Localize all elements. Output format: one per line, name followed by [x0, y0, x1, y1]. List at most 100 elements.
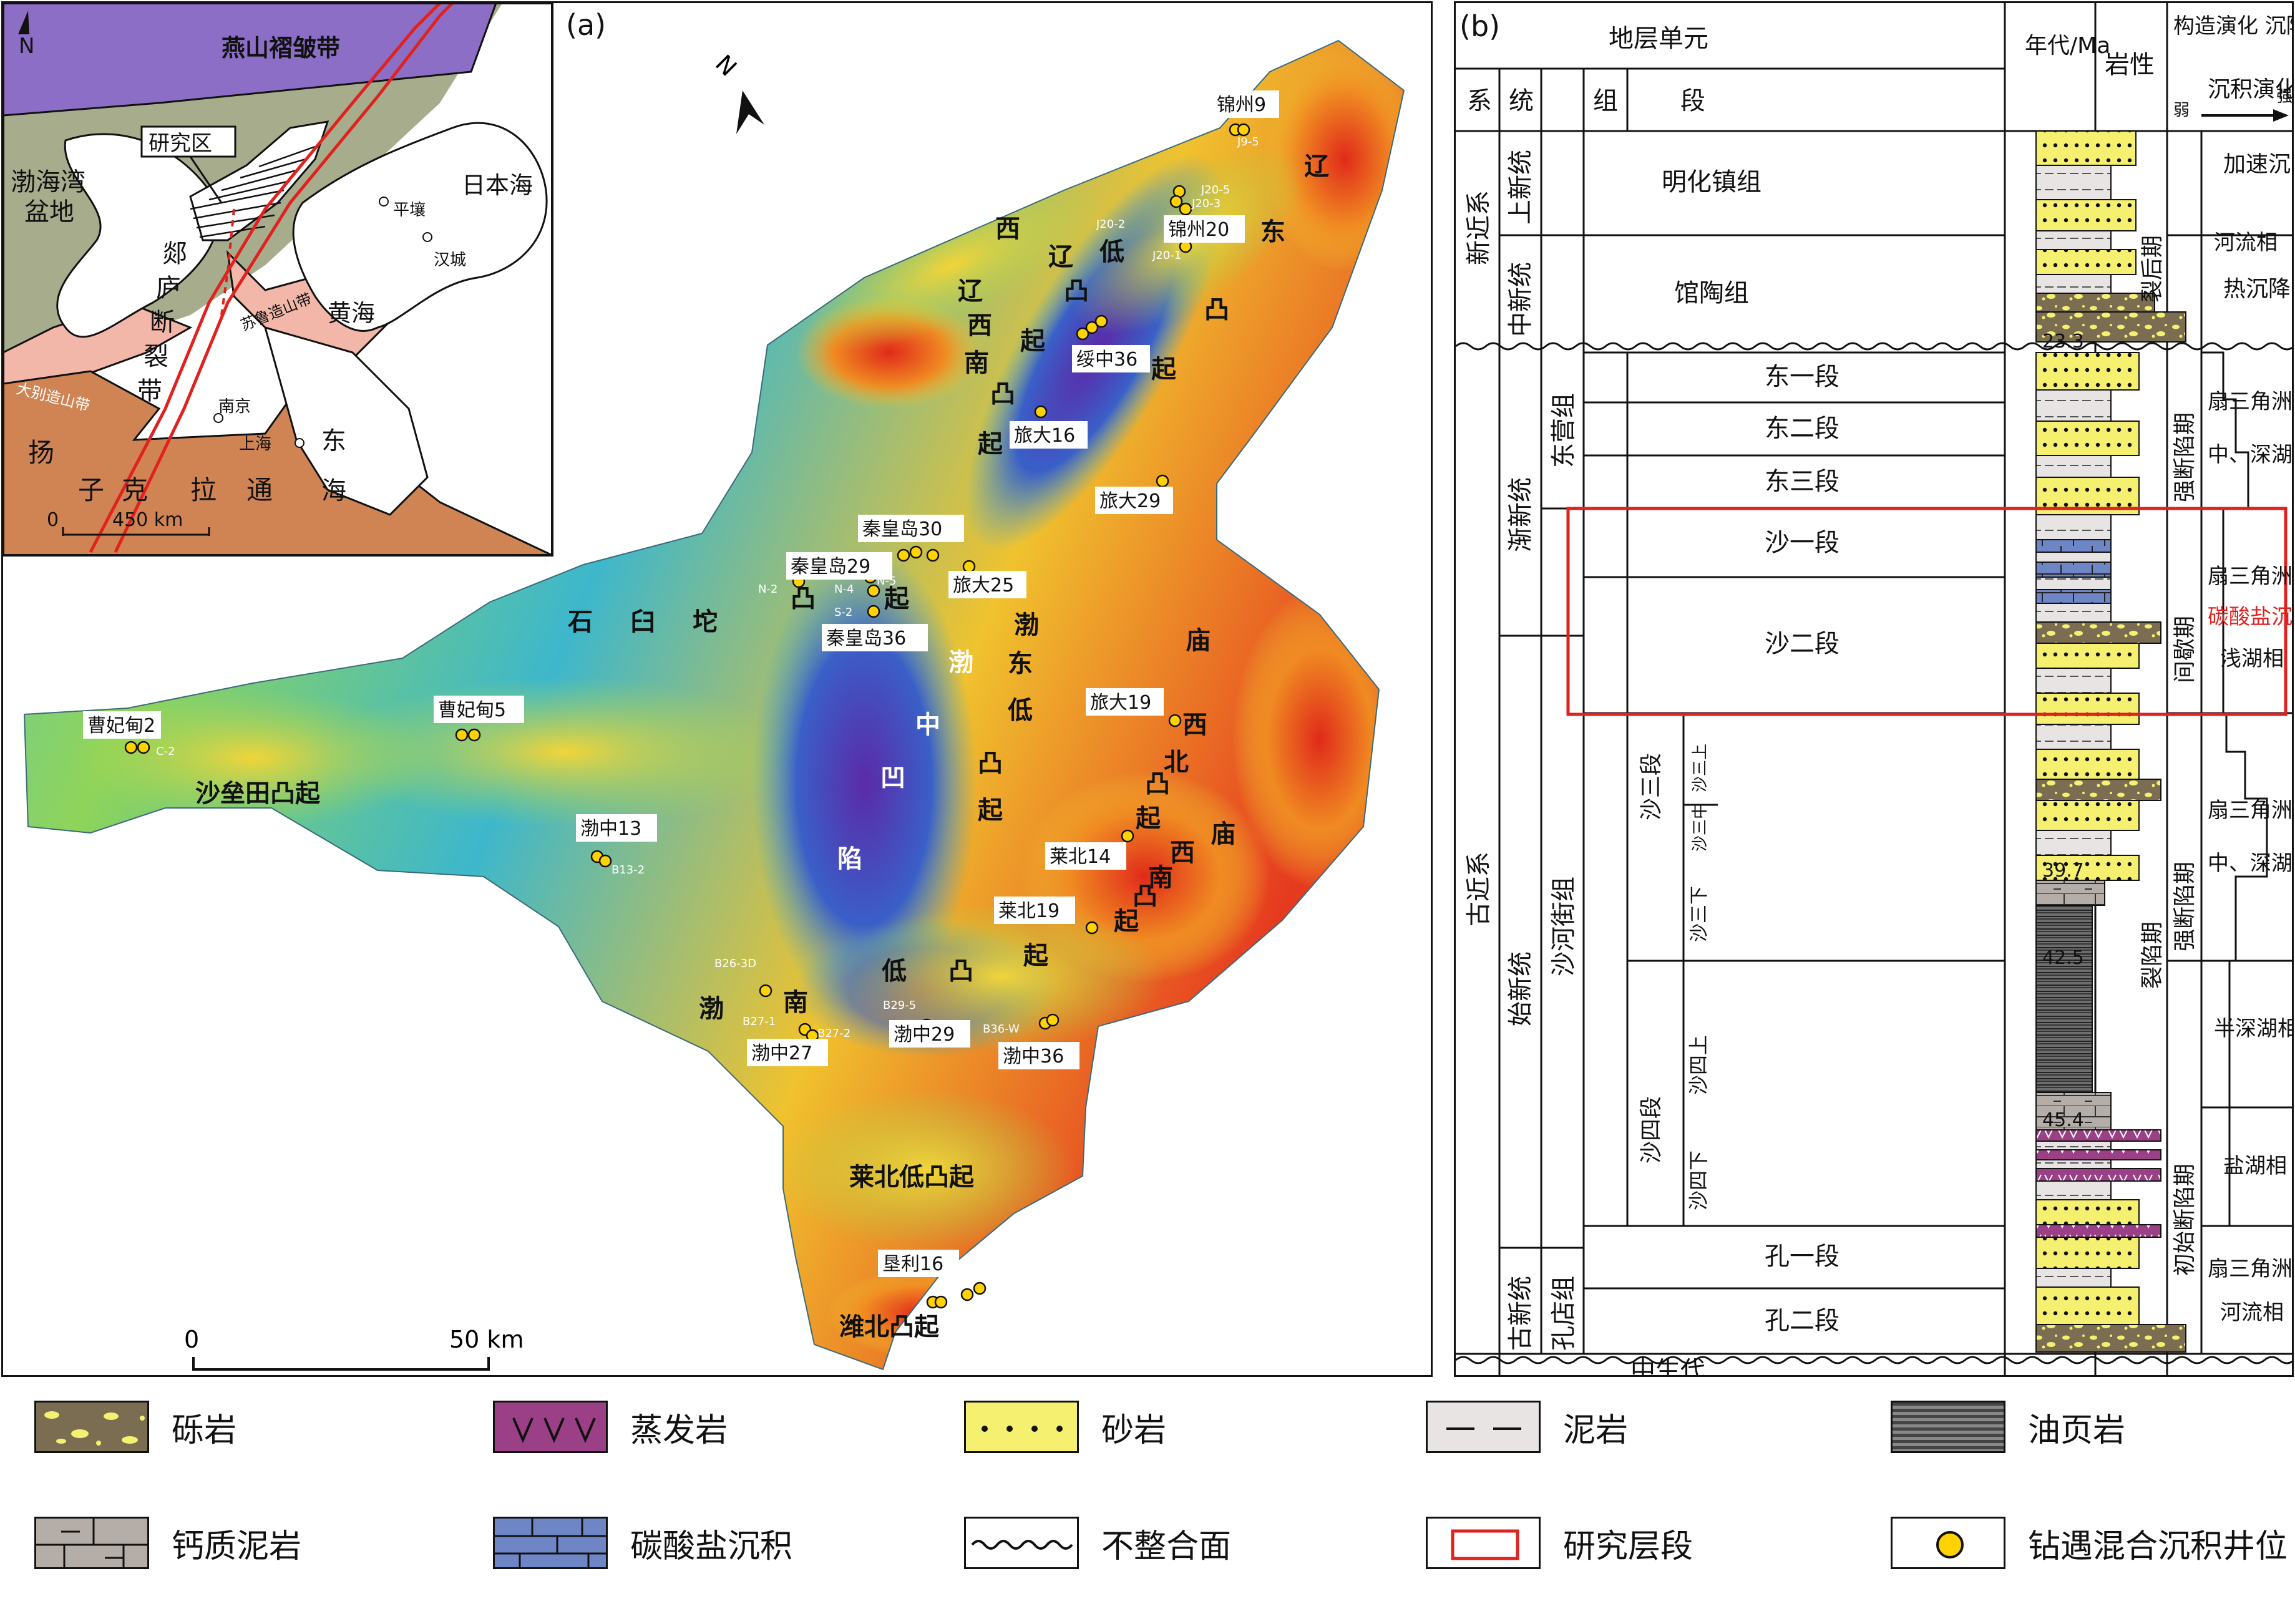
well-label-qhd29[interactable]: 秦皇岛29: [786, 552, 892, 580]
well-label-jz20[interactable]: 锦州20: [1164, 215, 1245, 243]
well-dot[interactable]: [1085, 321, 1099, 334]
inset-shanghai: 上海: [239, 435, 271, 454]
member-dong2: 东二段: [1765, 414, 1839, 443]
label-bozhong-4: 陷: [837, 845, 862, 873]
well-dot[interactable]: [124, 741, 138, 754]
label-miaoxinan-4: 凸: [1133, 882, 1157, 911]
inset-nanjing: 南京: [218, 397, 251, 416]
well-dot[interactable]: [926, 548, 940, 562]
unconformity-line: [1455, 1356, 2295, 1364]
well-dot[interactable]: [598, 854, 612, 868]
well-dot[interactable]: [1168, 714, 1182, 727]
well-label-lb14[interactable]: 莱北14: [1045, 842, 1126, 870]
label-liaoxinan-4: 凸: [990, 380, 1015, 409]
map-scale-bar: 0 50 km: [184, 1326, 524, 1371]
well-dot[interactable]: [960, 1288, 974, 1301]
well-name: 绥中36: [1076, 349, 1138, 371]
well-dot[interactable]: [1046, 1013, 1060, 1027]
well-dot[interactable]: [867, 605, 880, 618]
well-dot[interactable]: [909, 545, 923, 559]
well-label-ld29[interactable]: 旅大29: [1095, 487, 1173, 514]
system-neogene: 新近系: [1464, 190, 1493, 265]
well-dot[interactable]: [1085, 921, 1099, 935]
well-dot[interactable]: [897, 548, 910, 562]
well-label-qhd36[interactable]: 秦皇岛36: [822, 624, 928, 651]
sed-fan-delta-1: 扇三角洲相: [2208, 389, 2292, 414]
well-name: 秦皇岛30: [862, 518, 942, 540]
inset-yellow-sea: 黄海: [328, 299, 375, 327]
well-dot[interactable]: [1121, 829, 1134, 843]
well-label-qhd30[interactable]: 秦皇岛30: [858, 515, 964, 542]
legend-label: 研究层段: [1563, 1527, 1693, 1565]
phase-intermission: 间歇期: [2172, 616, 2198, 683]
inset-tanlu-5: 带: [137, 377, 162, 406]
well-label-jz9[interactable]: 锦州9 J9-5: [1211, 90, 1279, 148]
label-liaoxi-5: 起: [1020, 327, 1046, 356]
well-subs-qhd: N-2 N-4 N-5 S-2: [758, 575, 896, 619]
label-bonan-5: 起: [1023, 941, 1049, 970]
well-name: 渤中13: [580, 818, 641, 840]
well-dot[interactable]: [973, 1281, 987, 1295]
svg-text:J20-5: J20-5: [1201, 183, 1230, 197]
system-paleogene: 古近系: [1464, 852, 1493, 926]
well-sub: B13-2: [612, 863, 645, 877]
well-dot[interactable]: [1076, 327, 1089, 341]
well-label-bz27[interactable]: 渤中27: [747, 1039, 828, 1066]
well-dot[interactable]: [1237, 123, 1250, 137]
member-sha3: 沙三段: [1639, 753, 1664, 820]
well-label-bz29[interactable]: 渤中29: [889, 1020, 970, 1048]
well-label-kl16[interactable]: 垦利16: [878, 1250, 959, 1277]
well-label-bz36[interactable]: 渤中36: [998, 1042, 1079, 1069]
well-label-lb19[interactable]: 莱北19: [994, 897, 1075, 924]
label-bodong-3: 低: [1008, 696, 1033, 725]
well-label-sz36[interactable]: 绥中36: [1072, 345, 1150, 372]
phase-rift: 裂陷期: [2140, 921, 2165, 989]
well-labels: 锦州9 J9-5 锦州20 J20-5 J20-3 J20-2 J20-1 绥中…: [83, 90, 1279, 1277]
inset-study-area: 研究区: [149, 131, 212, 156]
well-label-cfd2[interactable]: 曹妃甸2 C-2: [83, 711, 175, 758]
label-liaoxi-4: 凸: [1064, 277, 1089, 306]
legend-well: 钻遇混合沉积井位: [1891, 1515, 2288, 1571]
inset-seoul: 汉城: [434, 251, 466, 270]
legend-unconformity: 不整合面: [964, 1515, 1231, 1571]
well-dot[interactable]: [759, 984, 772, 998]
well-dot[interactable]: [1156, 474, 1169, 488]
header-weak: 弱: [2173, 101, 2190, 120]
structure-labels: 石 臼 坨 凸 起 沙垒田凸起 渤 中 凹 陷 渤 东 低 凸 起 辽 西 低 …: [195, 152, 1329, 1341]
well-name: 莱北19: [998, 900, 1060, 922]
label-liaoxinan-1: 辽: [958, 277, 983, 306]
well-label-ld19[interactable]: 旅大19: [1086, 688, 1164, 716]
svg-text:N-2: N-2: [758, 583, 777, 596]
lithology-column: [2035, 130, 2186, 1353]
label-liaoxi-3: 低: [1099, 238, 1124, 266]
well-dot[interactable]: [962, 560, 976, 573]
strat-column: 地层单元 系 统 组 段 年代/Ma 岩性 构造演化 沉降速率 弱 强 沉积演化…: [1455, 3, 2295, 1385]
well-label-ld16[interactable]: 旅大16: [1010, 421, 1088, 449]
age-23-3: 23.3: [2042, 331, 2084, 353]
well-dot[interactable]: [1034, 405, 1048, 419]
label-liaoxinan-2: 西: [967, 311, 992, 340]
label-liaoxinan-3: 南: [964, 349, 989, 377]
header-series: 统: [1509, 87, 1534, 115]
well-label-cfd5[interactable]: 曹妃甸5: [434, 696, 524, 723]
age-45-4: 45.4: [2042, 1109, 2084, 1131]
sed-fan-delta-4: 扇三角洲相: [2208, 1257, 2292, 1281]
well-dot[interactable]: [137, 741, 150, 754]
well-dot[interactable]: [455, 728, 469, 742]
well-dot[interactable]: [1179, 202, 1192, 216]
sed-mid-deep-1: 中、深湖相: [2208, 442, 2292, 467]
label-weibei: 潍北凸起: [839, 1313, 940, 1341]
well-dot[interactable]: [1094, 314, 1108, 328]
well-dot[interactable]: [934, 1295, 948, 1309]
study-interval-swatch: [1426, 1517, 1541, 1569]
inset-tanlu-4: 裂: [144, 343, 168, 371]
label-bodong-1: 渤: [1014, 611, 1039, 639]
well-label-ld25[interactable]: 旅大25: [948, 571, 1026, 598]
legend-label: 油页岩: [2028, 1411, 2126, 1449]
well-dot[interactable]: [467, 728, 481, 742]
well-dot[interactable]: [867, 584, 880, 598]
legend-oil-shale: 油页岩: [1891, 1399, 2125, 1455]
well-dot[interactable]: [1169, 195, 1183, 208]
well-label-bz13[interactable]: 渤中13 B13-2: [576, 814, 657, 877]
label-bonan-1: 渤: [699, 994, 724, 1023]
